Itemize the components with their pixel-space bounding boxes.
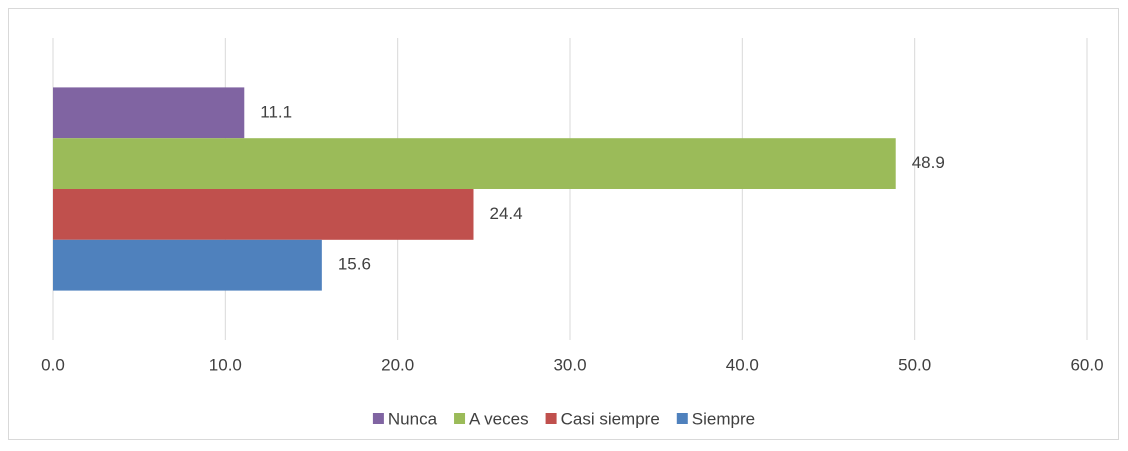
bar <box>53 138 896 189</box>
x-tick-label: 30.0 <box>553 355 586 374</box>
data-label: 48.9 <box>912 153 945 172</box>
x-tick-label: 50.0 <box>898 355 931 374</box>
bar <box>53 189 474 240</box>
bar <box>53 87 245 139</box>
legend-label: Nunca <box>388 409 438 428</box>
legend-label: Casi siempre <box>561 409 660 428</box>
x-tick-label: 60.0 <box>1070 355 1103 374</box>
legend-swatch <box>454 413 466 424</box>
legend-swatch <box>545 413 557 424</box>
x-tick-label: 0.0 <box>41 355 65 374</box>
data-label: 24.4 <box>489 204 522 223</box>
legend-swatch <box>676 413 688 424</box>
data-label: 15.6 <box>338 255 371 274</box>
x-tick-label: 20.0 <box>381 355 414 374</box>
legend-swatch <box>372 413 384 424</box>
x-tick-label: 10.0 <box>209 355 242 374</box>
x-tick-label: 40.0 <box>726 355 759 374</box>
bar <box>53 239 322 291</box>
legend-label: A veces <box>469 409 529 428</box>
data-label: 11.1 <box>260 102 292 121</box>
legend: Nunca A veces Casi siempre Siempre <box>372 409 755 428</box>
legend-label: Siempre <box>692 409 755 428</box>
